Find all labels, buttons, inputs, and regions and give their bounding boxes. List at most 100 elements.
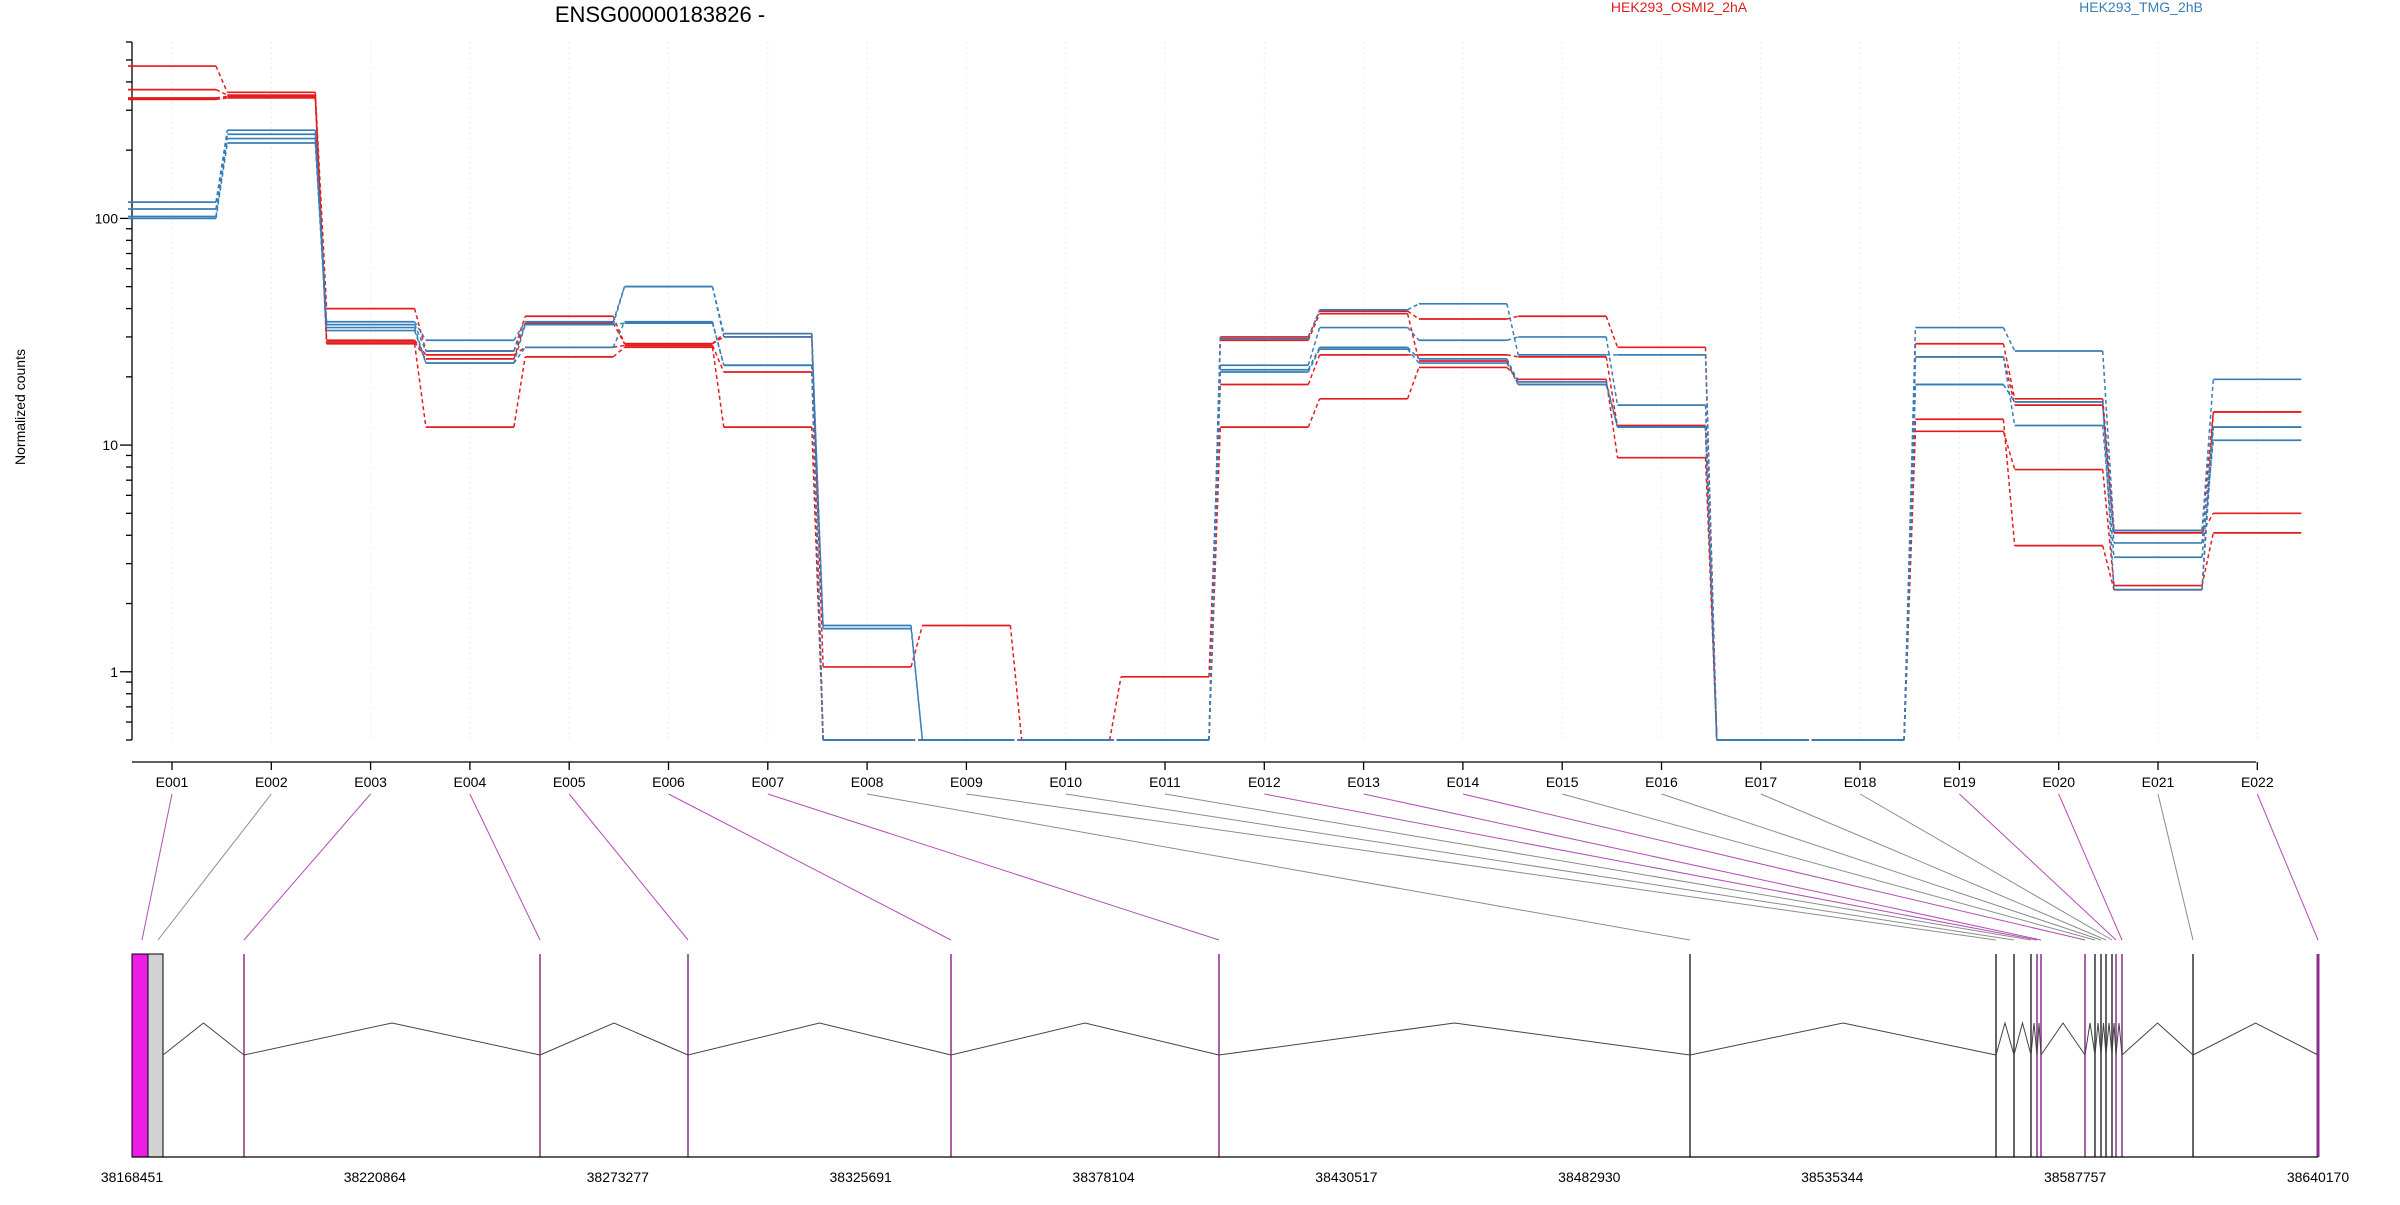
y-axis: 1 10 100	[95, 41, 133, 741]
intron-caret	[162, 1022, 245, 1056]
series-7-link-E019	[2002, 384, 2016, 403]
series-6-link-E013	[1407, 346, 1420, 360]
series-7-link-E006	[711, 322, 725, 366]
intron-caret	[2115, 1022, 2123, 1056]
intron-caret	[2100, 1022, 2107, 1056]
series-3-link-E014	[1506, 360, 1519, 385]
series-7-link-E018	[1903, 384, 1917, 741]
coordinate-label: 38482930	[1558, 1169, 1621, 1185]
series-6-link-E005	[612, 321, 626, 348]
series-2-link-E014	[1506, 366, 1519, 380]
x-tick-label-E004: E004	[454, 774, 487, 790]
intron-caret	[2030, 1022, 2038, 1056]
intron-caret	[243, 1022, 541, 1056]
intron-caret	[1218, 1022, 1691, 1056]
connector-E021	[2157, 793, 2194, 941]
exon-connectors	[141, 793, 2319, 941]
series-2-link-E001	[215, 95, 228, 99]
series-0-link-E021	[2201, 411, 2215, 531]
x-tick-label-E012: E012	[1248, 774, 1281, 790]
series-3-link-E006	[712, 336, 725, 345]
series-0-link-E009	[1009, 625, 1023, 741]
series-4-link-E005	[612, 286, 626, 322]
series-2-link-E005	[612, 346, 625, 358]
series-3-link-E007	[811, 336, 824, 741]
connector-E016	[1661, 793, 2102, 941]
series-5-link-E019	[2002, 356, 2016, 426]
intron-caret	[2013, 1021, 2032, 1056]
series-6-link-E014	[1506, 358, 1519, 383]
series-1-link-E001	[215, 88, 228, 96]
intron-caret	[2192, 1022, 2319, 1056]
series-1-link-E005	[613, 344, 625, 349]
intron-caret	[687, 1022, 952, 1056]
intron-caret	[1995, 1021, 2015, 1056]
series-2-link-E011	[1208, 427, 1222, 741]
coordinate-label: 38430517	[1315, 1169, 1378, 1185]
series-4-link-E013	[1407, 303, 1420, 311]
series-4-link-E012	[1307, 309, 1321, 339]
connector-E017	[1760, 793, 2107, 941]
y-tick-label: 10	[102, 437, 118, 453]
x-tick-label-E016: E016	[1645, 774, 1678, 790]
gridlines	[171, 42, 2258, 740]
x-tick-label-E020: E020	[2042, 774, 2075, 790]
series-3-link-E001	[215, 97, 228, 101]
connector-E007	[767, 793, 1220, 941]
connector-E003	[243, 793, 371, 941]
series-5-link-E020	[2101, 425, 2115, 558]
series-7-link-E015	[1605, 384, 1619, 428]
series-0-link-E019	[2002, 343, 2016, 399]
series-7-link-E012	[1307, 348, 1321, 373]
series-7	[128, 142, 2302, 741]
series-3-link-E019	[2002, 419, 2016, 546]
coordinate-label: 38587757	[2044, 1169, 2107, 1185]
intron-caret	[2036, 1022, 2042, 1056]
coordinate-label: 38378104	[1072, 1169, 1135, 1185]
series-5	[128, 133, 2302, 741]
connector-E002	[157, 793, 272, 941]
series-1	[128, 88, 2302, 741]
x-tick-label-E008: E008	[851, 774, 884, 790]
x-tick-label-E019: E019	[1943, 774, 1976, 790]
series-5-link-E014	[1506, 336, 1519, 341]
x-tick-label-E022: E022	[2241, 774, 2274, 790]
series-6	[128, 137, 2302, 741]
x-tick-label-E009: E009	[950, 774, 983, 790]
connector-E005	[568, 793, 689, 941]
connector-E013	[1363, 793, 2042, 941]
series-7-link-E001	[215, 142, 229, 219]
series-3-link-E013	[1406, 313, 1420, 362]
y-axis-label: Normalized counts	[12, 349, 28, 465]
series-3-link-E020	[2101, 545, 2115, 590]
connector-E006	[668, 793, 952, 941]
series-2-link-E003	[413, 343, 427, 428]
series-7-link-E020	[2101, 401, 2115, 544]
x-tick-label-E021: E021	[2142, 774, 2175, 790]
intron-caret	[539, 1022, 689, 1056]
intron-caret	[2084, 1022, 2096, 1056]
coordinate-label: 38220864	[344, 1169, 407, 1185]
series-6-link-E002	[314, 138, 328, 328]
series-5-link-E015	[1605, 336, 1619, 406]
series-7-link-E002	[314, 142, 328, 331]
series-4-link-E011	[1208, 338, 1222, 741]
series-7-link-E016	[1704, 427, 1718, 741]
intron-caret	[950, 1022, 1220, 1056]
series-7-link-E013	[1407, 348, 1420, 364]
series-5-link-E006	[711, 286, 725, 338]
connector-E015	[1562, 793, 2096, 941]
series-5-link-E013	[1407, 327, 1420, 341]
x-tick-label-E001: E001	[156, 774, 189, 790]
series-2-link-E013	[1406, 367, 1420, 400]
series-2-link-E020	[2101, 469, 2115, 586]
series-0	[128, 65, 2302, 741]
x-tick-label-E005: E005	[553, 774, 586, 790]
coordinate-label: 38168451	[101, 1169, 164, 1185]
series-7-link-E005	[613, 322, 625, 326]
series-7-link-E007	[811, 365, 824, 741]
connector-E022	[2256, 793, 2319, 941]
series-4-link-E014	[1506, 303, 1519, 356]
series-1-link-E014	[1506, 354, 1519, 358]
